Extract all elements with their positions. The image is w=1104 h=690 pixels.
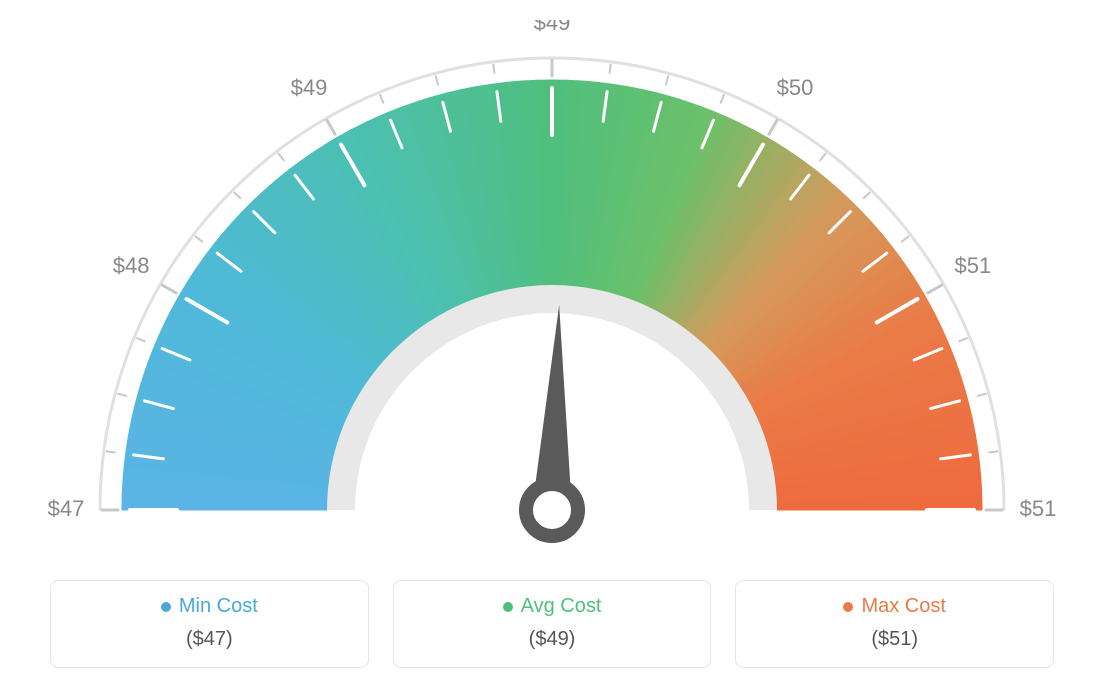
legend-card-avg: Avg Cost ($49) bbox=[393, 580, 712, 668]
legend-dot-avg bbox=[503, 602, 513, 612]
legend-dot-min bbox=[161, 602, 171, 612]
gauge-svg: $47 $48 $49 $49 $50 $51 $51 bbox=[40, 20, 1064, 560]
svg-text:$49: $49 bbox=[534, 20, 571, 35]
legend-value-avg: ($49) bbox=[404, 628, 701, 651]
legend-card-min: Min Cost ($47) bbox=[50, 580, 369, 668]
svg-text:$49: $49 bbox=[291, 75, 328, 100]
legend-value-max: ($51) bbox=[746, 628, 1043, 651]
svg-text:$51: $51 bbox=[1020, 496, 1057, 521]
svg-text:$48: $48 bbox=[113, 253, 150, 278]
svg-text:$47: $47 bbox=[48, 496, 85, 521]
legend-title-max: Max Cost bbox=[861, 595, 945, 618]
svg-text:$50: $50 bbox=[777, 75, 814, 100]
legend-value-min: ($47) bbox=[61, 628, 358, 651]
cost-gauge: $47 $48 $49 $49 $50 $51 $51 bbox=[40, 20, 1064, 560]
legend-dot-max bbox=[843, 602, 853, 612]
legend-title-min: Min Cost bbox=[179, 595, 258, 618]
legend-row: Min Cost ($47) Avg Cost ($49) Max Cost (… bbox=[40, 580, 1064, 668]
legend-title-avg: Avg Cost bbox=[521, 595, 602, 618]
legend-card-max: Max Cost ($51) bbox=[735, 580, 1054, 668]
svg-text:$51: $51 bbox=[955, 253, 992, 278]
